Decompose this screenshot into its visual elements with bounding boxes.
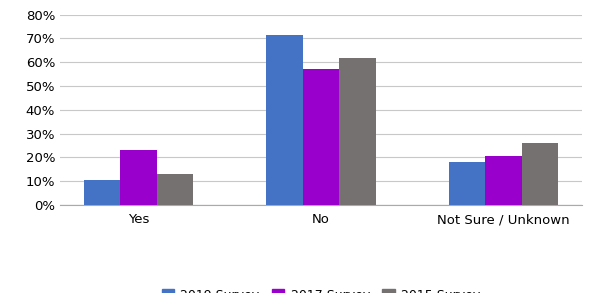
Bar bbox=[449, 162, 485, 205]
Bar bbox=[339, 57, 376, 205]
Bar bbox=[266, 35, 303, 205]
Bar bbox=[303, 69, 339, 205]
Bar bbox=[157, 174, 193, 205]
Bar bbox=[84, 180, 120, 205]
Legend: 2019 Survey, 2017 Survey, 2015 Survey: 2019 Survey, 2017 Survey, 2015 Survey bbox=[157, 284, 485, 293]
Bar bbox=[120, 150, 157, 205]
Bar bbox=[522, 143, 558, 205]
Bar bbox=[485, 156, 522, 205]
